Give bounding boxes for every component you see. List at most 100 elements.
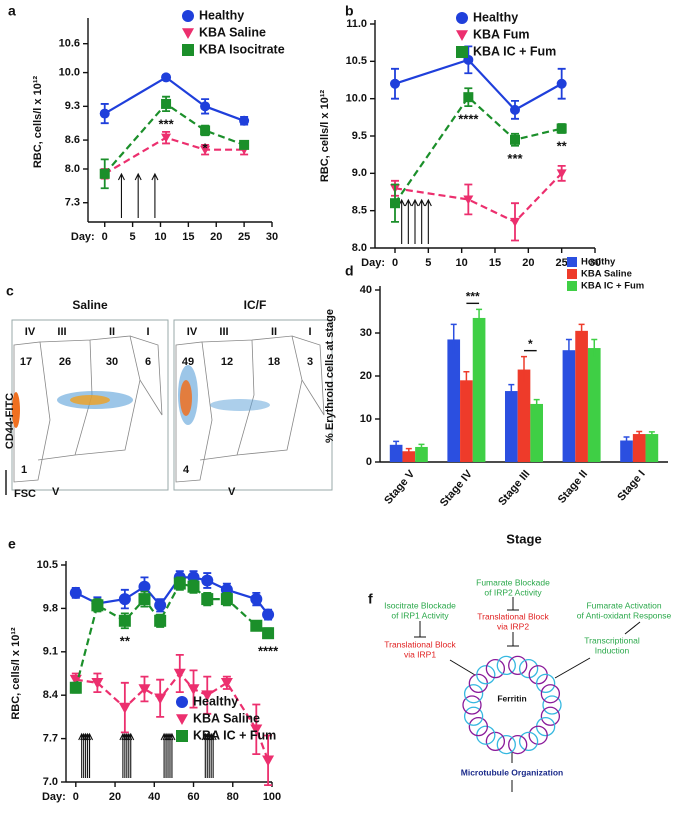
marker <box>69 681 82 694</box>
legend-label: Healthy <box>473 10 518 24</box>
error-bar <box>393 440 400 449</box>
marker <box>99 168 110 179</box>
stage-label: II <box>109 326 115 338</box>
marker <box>91 678 104 689</box>
legend-swatch <box>567 269 577 279</box>
y-tick-label: 7.0 <box>43 776 58 788</box>
marker <box>176 730 188 742</box>
x-tick-label: 100 <box>263 791 281 803</box>
marker <box>154 693 167 705</box>
arrow <box>209 732 217 778</box>
marker <box>91 599 104 612</box>
marker <box>138 593 151 606</box>
bar <box>620 440 633 462</box>
y-tick-label: 9.3 <box>65 100 80 112</box>
x-tick-label: 40 <box>148 791 160 803</box>
series-line <box>104 136 245 175</box>
series-line <box>394 95 562 204</box>
gate-percent: 3 <box>307 356 313 368</box>
marker <box>456 46 468 58</box>
panel-label: d <box>345 263 354 279</box>
marker <box>154 599 167 612</box>
ring-coil <box>468 716 488 737</box>
arrow <box>151 172 159 218</box>
stage-label: IV <box>25 326 36 338</box>
node-text: via IRP2 <box>497 621 529 631</box>
arrow <box>424 198 432 244</box>
marker <box>262 627 275 640</box>
x-axis-label: Day: <box>71 231 95 243</box>
bar <box>645 434 659 462</box>
node-text: of IRP2 Activity <box>484 587 542 597</box>
node-text: Microtubule Organization <box>461 767 563 777</box>
y-axis-label: RBC, cells/l x 10¹² <box>32 76 44 169</box>
marker <box>456 30 468 41</box>
ring-coil <box>528 725 548 745</box>
marker <box>463 195 474 205</box>
marker <box>201 593 214 606</box>
panel-label: f <box>368 591 373 607</box>
series-line <box>394 172 563 224</box>
ring-coil <box>496 655 516 676</box>
error-bar <box>521 355 527 383</box>
marker <box>390 78 400 89</box>
cell-cloud <box>210 399 270 411</box>
marker <box>161 98 172 109</box>
cell-cloud <box>180 380 192 416</box>
legend-swatch <box>567 257 577 267</box>
marker <box>250 724 263 736</box>
marker <box>99 108 110 119</box>
marker <box>154 614 167 627</box>
arrow <box>168 732 176 778</box>
x-tick-label: 0 <box>392 257 398 269</box>
significance: *** <box>466 290 480 304</box>
x-tick-label: 15 <box>489 257 501 269</box>
marker <box>187 580 200 593</box>
ring-coil <box>518 731 539 752</box>
bar <box>504 391 518 462</box>
y-tick-label: 9.0 <box>352 167 367 179</box>
marker <box>200 101 211 112</box>
marker <box>262 608 275 621</box>
marker <box>138 684 151 695</box>
marker <box>173 577 186 590</box>
stage-label: III <box>57 326 66 338</box>
marker <box>201 690 214 702</box>
marker <box>118 614 131 627</box>
marker <box>176 696 188 708</box>
marker <box>161 133 172 143</box>
legend-label: KBA Saline <box>581 269 632 280</box>
significance: *** <box>507 151 523 166</box>
gate-percent: 17 <box>20 356 32 368</box>
significance: *** <box>158 117 174 132</box>
y-tick-label: 11.0 <box>346 18 367 30</box>
ring-coil <box>463 684 484 704</box>
gate-percent: 6 <box>145 356 151 368</box>
y-tick-label: 0 <box>366 456 372 468</box>
error-bar <box>508 383 515 398</box>
marker <box>182 28 194 39</box>
marker <box>201 574 214 587</box>
gate-percent: 4 <box>183 464 190 476</box>
x-tick-label: 20 <box>522 257 534 269</box>
y-tick-label: 10.6 <box>59 38 80 50</box>
bar <box>389 444 403 462</box>
marker <box>463 92 474 103</box>
error-bar <box>450 323 457 355</box>
marker <box>187 684 200 695</box>
marker <box>250 619 263 632</box>
gate-percent: 12 <box>221 356 233 368</box>
marker <box>118 593 131 606</box>
error-bar <box>418 443 425 450</box>
x-tick-label: Stage V <box>382 468 418 507</box>
y-tick-label: 9.5 <box>352 130 367 142</box>
marker <box>510 217 520 227</box>
marker <box>250 593 263 606</box>
significance: ** <box>120 634 131 649</box>
x-axis-label: Stage <box>506 531 541 546</box>
x-axis-label: Day: <box>361 257 385 269</box>
node-text: Translational Block <box>477 611 549 621</box>
y-tick-label: 10.5 <box>346 55 367 67</box>
node-text: Fumarate Activation <box>586 600 661 610</box>
